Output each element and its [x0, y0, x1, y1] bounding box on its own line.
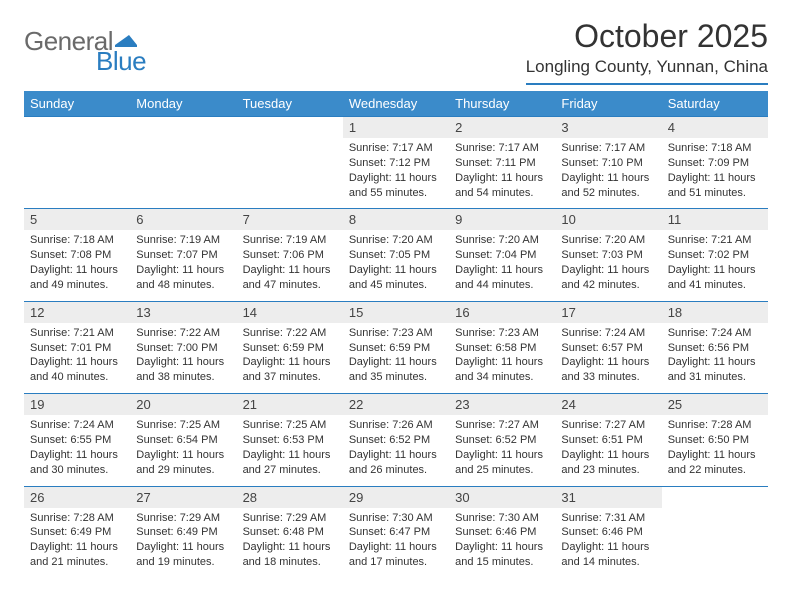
- day-info-cell: Sunrise: 7:21 AMSunset: 7:01 PMDaylight:…: [24, 323, 130, 394]
- day-info-cell: Sunrise: 7:18 AMSunset: 7:09 PMDaylight:…: [662, 138, 768, 209]
- info-row: Sunrise: 7:24 AMSunset: 6:55 PMDaylight:…: [24, 415, 768, 486]
- day-number-cell: 30: [449, 486, 555, 508]
- day-number-cell: 31: [555, 486, 661, 508]
- day-number-cell: [662, 486, 768, 508]
- day-number-cell: 27: [130, 486, 236, 508]
- day-info-cell: Sunrise: 7:25 AMSunset: 6:54 PMDaylight:…: [130, 415, 236, 486]
- day-info-cell: Sunrise: 7:20 AMSunset: 7:03 PMDaylight:…: [555, 230, 661, 301]
- day-info-cell: [24, 138, 130, 209]
- day-number-cell: 25: [662, 394, 768, 416]
- day-info-cell: Sunrise: 7:30 AMSunset: 6:46 PMDaylight:…: [449, 508, 555, 578]
- day-header: Sunday: [24, 91, 130, 117]
- day-header: Saturday: [662, 91, 768, 117]
- day-number-cell: 7: [237, 209, 343, 231]
- day-number-cell: 20: [130, 394, 236, 416]
- day-info-cell: Sunrise: 7:31 AMSunset: 6:46 PMDaylight:…: [555, 508, 661, 578]
- day-number-cell: [24, 117, 130, 139]
- day-number-cell: 21: [237, 394, 343, 416]
- day-info-cell: Sunrise: 7:24 AMSunset: 6:55 PMDaylight:…: [24, 415, 130, 486]
- page: General Blue October 2025 Longling Count…: [0, 0, 792, 596]
- info-row: Sunrise: 7:17 AMSunset: 7:12 PMDaylight:…: [24, 138, 768, 209]
- daynum-row: 12131415161718: [24, 301, 768, 323]
- day-info-cell: Sunrise: 7:23 AMSunset: 6:58 PMDaylight:…: [449, 323, 555, 394]
- day-number-cell: 4: [662, 117, 768, 139]
- daynum-row: 262728293031: [24, 486, 768, 508]
- day-info-cell: Sunrise: 7:17 AMSunset: 7:12 PMDaylight:…: [343, 138, 449, 209]
- day-header: Thursday: [449, 91, 555, 117]
- daynum-row: 567891011: [24, 209, 768, 231]
- day-number-cell: [130, 117, 236, 139]
- day-number-cell: 6: [130, 209, 236, 231]
- day-number-cell: 13: [130, 301, 236, 323]
- day-info-cell: Sunrise: 7:19 AMSunset: 7:07 PMDaylight:…: [130, 230, 236, 301]
- daynum-row: 1234: [24, 117, 768, 139]
- day-number-cell: 24: [555, 394, 661, 416]
- day-number-cell: 26: [24, 486, 130, 508]
- day-number-cell: 23: [449, 394, 555, 416]
- page-title: October 2025: [526, 18, 768, 55]
- info-row: Sunrise: 7:28 AMSunset: 6:49 PMDaylight:…: [24, 508, 768, 578]
- day-info-cell: Sunrise: 7:27 AMSunset: 6:51 PMDaylight:…: [555, 415, 661, 486]
- day-header-row: SundayMondayTuesdayWednesdayThursdayFrid…: [24, 91, 768, 117]
- day-number-cell: 12: [24, 301, 130, 323]
- day-info-cell: Sunrise: 7:23 AMSunset: 6:59 PMDaylight:…: [343, 323, 449, 394]
- day-header: Tuesday: [237, 91, 343, 117]
- day-number-cell: 11: [662, 209, 768, 231]
- day-number-cell: 9: [449, 209, 555, 231]
- day-info-cell: Sunrise: 7:17 AMSunset: 7:11 PMDaylight:…: [449, 138, 555, 209]
- day-number-cell: 1: [343, 117, 449, 139]
- title-block: October 2025 Longling County, Yunnan, Ch…: [526, 18, 768, 85]
- day-info-cell: Sunrise: 7:24 AMSunset: 6:57 PMDaylight:…: [555, 323, 661, 394]
- day-info-cell: Sunrise: 7:17 AMSunset: 7:10 PMDaylight:…: [555, 138, 661, 209]
- location-text: Longling County, Yunnan, China: [526, 57, 768, 85]
- day-number-cell: 22: [343, 394, 449, 416]
- day-info-cell: Sunrise: 7:19 AMSunset: 7:06 PMDaylight:…: [237, 230, 343, 301]
- day-info-cell: Sunrise: 7:28 AMSunset: 6:50 PMDaylight:…: [662, 415, 768, 486]
- day-info-cell: [237, 138, 343, 209]
- day-number-cell: [237, 117, 343, 139]
- day-info-cell: Sunrise: 7:28 AMSunset: 6:49 PMDaylight:…: [24, 508, 130, 578]
- day-info-cell: Sunrise: 7:24 AMSunset: 6:56 PMDaylight:…: [662, 323, 768, 394]
- day-number-cell: 14: [237, 301, 343, 323]
- day-info-cell: Sunrise: 7:29 AMSunset: 6:49 PMDaylight:…: [130, 508, 236, 578]
- day-number-cell: 16: [449, 301, 555, 323]
- day-info-cell: Sunrise: 7:21 AMSunset: 7:02 PMDaylight:…: [662, 230, 768, 301]
- info-row: Sunrise: 7:18 AMSunset: 7:08 PMDaylight:…: [24, 230, 768, 301]
- logo-text-2: Blue: [96, 46, 146, 76]
- day-info-cell: [662, 508, 768, 578]
- day-number-cell: 5: [24, 209, 130, 231]
- day-info-cell: [130, 138, 236, 209]
- info-row: Sunrise: 7:21 AMSunset: 7:01 PMDaylight:…: [24, 323, 768, 394]
- day-info-cell: Sunrise: 7:20 AMSunset: 7:05 PMDaylight:…: [343, 230, 449, 301]
- day-number-cell: 8: [343, 209, 449, 231]
- day-number-cell: 3: [555, 117, 661, 139]
- logo: General Blue: [24, 26, 141, 57]
- day-number-cell: 17: [555, 301, 661, 323]
- day-info-cell: Sunrise: 7:30 AMSunset: 6:47 PMDaylight:…: [343, 508, 449, 578]
- day-number-cell: 29: [343, 486, 449, 508]
- daynum-row: 19202122232425: [24, 394, 768, 416]
- calendar-table: SundayMondayTuesdayWednesdayThursdayFrid…: [24, 91, 768, 578]
- calendar-body: 1234Sunrise: 7:17 AMSunset: 7:12 PMDayli…: [24, 117, 768, 578]
- day-number-cell: 19: [24, 394, 130, 416]
- day-number-cell: 28: [237, 486, 343, 508]
- day-info-cell: Sunrise: 7:22 AMSunset: 6:59 PMDaylight:…: [237, 323, 343, 394]
- day-info-cell: Sunrise: 7:25 AMSunset: 6:53 PMDaylight:…: [237, 415, 343, 486]
- day-info-cell: Sunrise: 7:20 AMSunset: 7:04 PMDaylight:…: [449, 230, 555, 301]
- header: General Blue October 2025 Longling Count…: [24, 18, 768, 85]
- day-info-cell: Sunrise: 7:22 AMSunset: 7:00 PMDaylight:…: [130, 323, 236, 394]
- day-info-cell: Sunrise: 7:27 AMSunset: 6:52 PMDaylight:…: [449, 415, 555, 486]
- day-info-cell: Sunrise: 7:26 AMSunset: 6:52 PMDaylight:…: [343, 415, 449, 486]
- day-header: Monday: [130, 91, 236, 117]
- day-header: Wednesday: [343, 91, 449, 117]
- day-number-cell: 10: [555, 209, 661, 231]
- day-info-cell: Sunrise: 7:18 AMSunset: 7:08 PMDaylight:…: [24, 230, 130, 301]
- day-number-cell: 2: [449, 117, 555, 139]
- day-header: Friday: [555, 91, 661, 117]
- day-info-cell: Sunrise: 7:29 AMSunset: 6:48 PMDaylight:…: [237, 508, 343, 578]
- day-number-cell: 15: [343, 301, 449, 323]
- day-number-cell: 18: [662, 301, 768, 323]
